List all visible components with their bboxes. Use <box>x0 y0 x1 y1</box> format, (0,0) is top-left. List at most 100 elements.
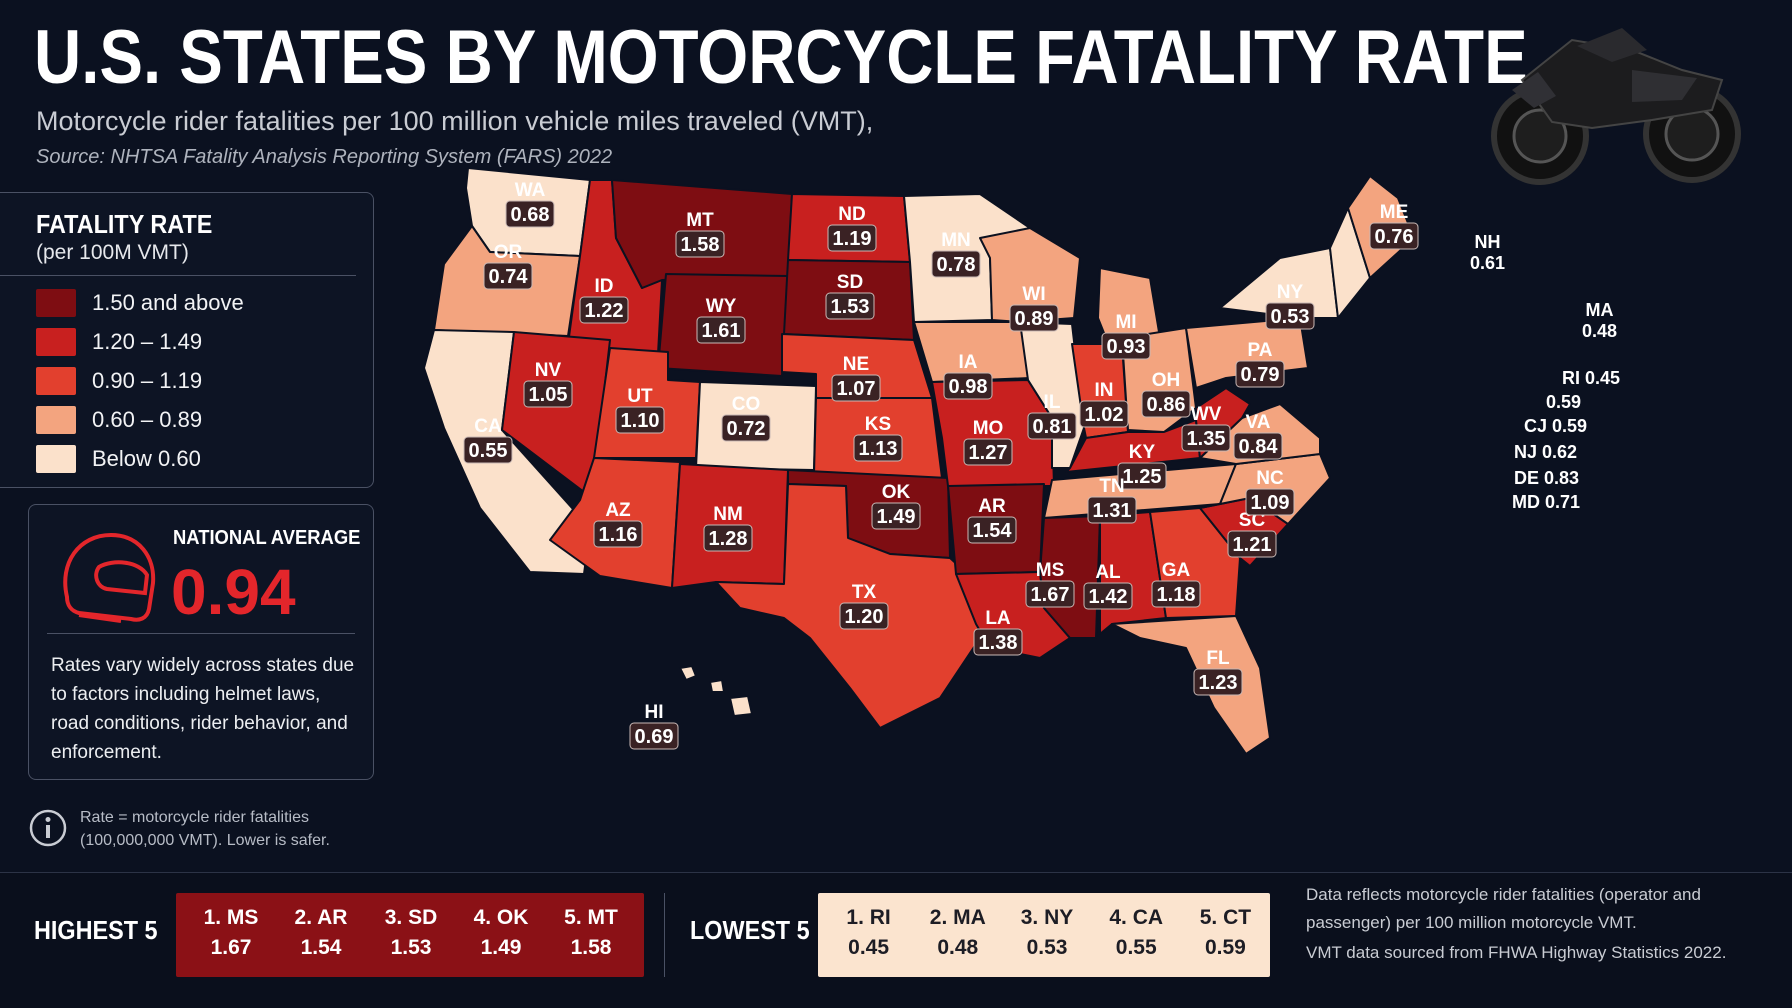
rank-item: 3. SD 1.53 <box>366 893 456 977</box>
rank-value: 1.53 <box>390 936 432 959</box>
rank-item: 2. AR 1.54 <box>276 893 366 977</box>
state-label-wi: WI 0.89 <box>1009 284 1059 332</box>
rank-item: 4. OK 1.49 <box>456 893 546 977</box>
state-abbr: ID <box>595 276 614 297</box>
rank-item: 5. MT 1.58 <box>546 893 636 977</box>
state-value: 0.78 <box>937 254 976 276</box>
east-label: NJ 0.62 <box>1514 442 1578 462</box>
state-label-co: CO 0.72 <box>721 394 771 442</box>
source-note: Source: NHTSA Fatality Analysis Reportin… <box>36 146 613 168</box>
state-label-la: LA 1.38 <box>973 608 1023 656</box>
state-value: 1.54 <box>973 520 1013 542</box>
legend-label: 1.50 and above <box>92 290 244 315</box>
state-value: 1.58 <box>681 234 720 256</box>
value-box <box>943 372 993 400</box>
rank-item: 2. MA 0.48 <box>913 893 1002 977</box>
page-subtitle: Motorcycle rider fatalities per 100 mill… <box>36 106 874 136</box>
state-value: 1.42 <box>1089 586 1128 608</box>
value-box <box>1087 496 1137 524</box>
value-box <box>615 406 665 434</box>
east-abbr: NH <box>1474 232 1501 252</box>
state-abbr: IA <box>959 352 978 373</box>
value-box <box>1369 222 1419 250</box>
state-value: 0.76 <box>1375 226 1414 248</box>
state-fl[interactable] <box>1111 615 1271 755</box>
state-value: 1.28 <box>709 528 748 550</box>
east-abbr: MA <box>1585 300 1614 320</box>
state-value: 0.81 <box>1033 416 1072 438</box>
state-value: 0.68 <box>511 204 550 226</box>
state-abbr: ME <box>1380 202 1409 223</box>
state-value: 0.86 <box>1147 394 1186 416</box>
state-label-ia: IA 0.98 <box>943 352 993 400</box>
state-hi[interactable] <box>679 665 753 717</box>
state-label-oh: OH 0.86 <box>1141 370 1191 418</box>
rank-value: 0.45 <box>848 936 890 959</box>
state-label-wa: WA 0.68 <box>505 180 555 228</box>
rank-value: 0.53 <box>1026 936 1068 959</box>
state-label-nc: NC 1.09 <box>1245 468 1295 516</box>
state-value: 0.72 <box>727 418 766 440</box>
state-label-tn: TN 1.31 <box>1087 476 1137 524</box>
state-value: 1.20 <box>845 606 884 628</box>
state-labels: WA 0.68 OR 0.74 CA 0.55 ID 1.22 NV 1.05 MT 1.58 WY 1.… <box>463 180 1419 750</box>
value-box <box>1027 412 1077 440</box>
rank-label: 3. NY <box>1020 906 1074 929</box>
state-label-ne: NE 1.07 <box>831 354 881 402</box>
state-abbr: MT <box>686 210 714 231</box>
state-label-ks: KS 1.13 <box>853 414 903 462</box>
state-abbr: MS <box>1036 560 1065 581</box>
legend-item: 0.60 – 0.89 <box>36 406 202 434</box>
legend-label: 1.20 – 1.49 <box>92 329 203 354</box>
state-abbr: FL <box>1206 648 1230 669</box>
state-value: 1.13 <box>859 438 898 460</box>
info-line: Rate = motorcycle rider fatalities <box>80 809 309 826</box>
state-label-sc: SC1.21 <box>1227 510 1277 558</box>
value-box <box>1227 530 1277 558</box>
value-box <box>1141 390 1191 418</box>
value-box <box>629 722 679 750</box>
state-value: 1.31 <box>1093 500 1132 522</box>
value-box <box>579 296 629 324</box>
state-label-fl: FL 1.23 <box>1193 648 1243 696</box>
rank-label: 3. SD <box>384 906 438 929</box>
state-value: 0.89 <box>1015 308 1054 330</box>
rank-label: 2. AR <box>294 906 348 929</box>
legend-label: Below 0.60 <box>92 446 201 471</box>
legend-swatch <box>36 367 76 395</box>
state-ky[interactable] <box>1065 419 1201 473</box>
state-abbr: WV <box>1191 404 1222 425</box>
state-label-in: IN 1.02 <box>1079 380 1129 428</box>
state-abbr: OR <box>494 242 523 263</box>
state-abbr: KY <box>1129 442 1156 463</box>
state-value: 0.98 <box>949 376 988 398</box>
east-label: DE 0.83 <box>1514 468 1580 488</box>
value-box <box>1245 488 1295 516</box>
us-map-svg: WA 0.68 OR 0.74 CA 0.55 ID 1.22 NV 1.05 MT 1.58 WY 1.… <box>29 167 1419 755</box>
us-map: WA 0.68 OR 0.74 CA 0.55 ID 1.22 NV 1.05 MT 1.58 WY 1.… <box>29 167 1710 868</box>
value-box <box>463 436 513 464</box>
state-label-hi: HI 0.69 <box>629 702 679 750</box>
state-label-nv: NV 1.05 <box>523 360 573 408</box>
value-box <box>825 292 875 320</box>
state-abbr: AZ <box>605 500 631 521</box>
state-value: 0.79 <box>1241 364 1280 386</box>
state-label-az: AZ 1.16 <box>593 500 643 548</box>
state-abbr: NE <box>843 354 869 375</box>
state-abbr: MI <box>1115 312 1136 333</box>
legend-item: Below 0.60 <box>36 445 201 473</box>
legend-swatch <box>36 406 76 434</box>
state-abbr: VA <box>1246 412 1271 433</box>
state-label-me: ME 0.76 <box>1369 202 1419 250</box>
value-box <box>1151 580 1201 608</box>
state-label-ar: AR 1.54 <box>967 496 1017 544</box>
state-value: 1.38 <box>979 632 1018 654</box>
value-box <box>827 224 877 252</box>
value-box <box>839 602 889 630</box>
state-label-ut: UT 1.10 <box>615 386 665 434</box>
value-box <box>853 434 903 462</box>
rank-value: 1.49 <box>480 936 522 959</box>
footnote-line: Data reflects motorcycle rider fatalitie… <box>1306 885 1701 904</box>
state-abbr: WY <box>706 296 737 317</box>
state-label-ms: MS 1.67 <box>1025 560 1075 608</box>
